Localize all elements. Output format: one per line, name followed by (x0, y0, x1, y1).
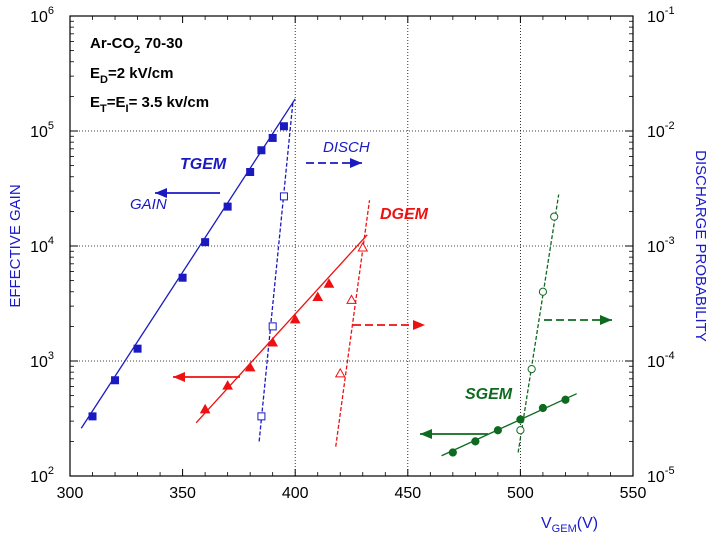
y-right-tick-label: 10-1 (647, 5, 675, 26)
y-left-tick-label: 104 (30, 235, 54, 256)
series-label-dgem: DGEM (380, 206, 429, 223)
y-axis-title-right: DISCHARGE PROBABILITY (692, 150, 709, 342)
fit-line-1 (258, 101, 294, 442)
marker-square (268, 322, 277, 331)
marker-circle (538, 287, 548, 296)
y-left-tick-label: 105 (30, 120, 54, 141)
fit-line-3 (335, 200, 371, 447)
marker-circle (538, 403, 548, 413)
marker-square (88, 412, 97, 421)
arrow-sgem-disch-head (600, 315, 612, 325)
marker-triangle (222, 380, 233, 390)
marker-triangle (289, 313, 301, 324)
marker-triangle (199, 403, 211, 414)
axis-arrows (155, 158, 612, 439)
marker-triangle (334, 367, 346, 378)
grid-lines (70, 16, 633, 476)
arrow-label-disch: DISCH (323, 139, 370, 156)
fit-line-2 (195, 234, 368, 424)
arrow-label-gain: GAIN (130, 196, 167, 213)
marker-square (279, 122, 288, 131)
arrow-tgem-disch-head (350, 158, 362, 168)
annotation-gas: Ar-CO2 70-30 (90, 35, 183, 56)
y-axis-title-left: EFFECTIVE GAIN (7, 184, 24, 307)
marker-square (201, 238, 210, 247)
marker-triangle (244, 361, 256, 372)
axis-ticks: 300 350 400 450 500 550 102 103 104 105 106 10-5 10-… (30, 5, 675, 502)
x-axis-title: VGEM(V) (541, 515, 598, 535)
arrow-sgem-gain-head (420, 429, 432, 439)
marker-triangle (267, 336, 279, 347)
marker-square (133, 344, 142, 353)
marker-square (111, 376, 120, 385)
marker-square (223, 202, 232, 211)
y-left-tick-label: 103 (30, 350, 54, 371)
marker-square (257, 412, 266, 421)
arrow-tgem-gain-head (155, 188, 167, 198)
marker-circle (516, 426, 525, 435)
y-right-tick-label: 10-2 (647, 120, 675, 141)
x-tick-label: 400 (282, 485, 309, 502)
y-left-tick-label: 106 (30, 5, 54, 26)
marker-square (268, 133, 277, 142)
marker-circle (471, 437, 480, 446)
marker-circle (561, 395, 570, 404)
arrow-dgem-disch-head (413, 320, 425, 330)
marker-square (178, 273, 187, 282)
marker-square (257, 146, 266, 155)
x-tick-label: 450 (394, 485, 421, 502)
marker-circle (527, 365, 536, 374)
marker-square (279, 192, 288, 201)
data-markers (88, 122, 570, 457)
annotation-drift-field: ED=2 kV/cm (90, 65, 173, 86)
marker-square (246, 168, 255, 177)
series-label-tgem: TGEM (180, 156, 227, 173)
marker-circle (448, 448, 457, 457)
y-left-tick-label: 102 (30, 465, 54, 486)
x-tick-label: 300 (57, 485, 84, 502)
y-right-tick-label: 10-4 (647, 350, 675, 371)
marker-triangle (357, 242, 369, 252)
marker-triangle (312, 291, 324, 302)
x-tick-label: 500 (507, 485, 534, 502)
marker-circle (493, 426, 502, 435)
y-right-tick-label: 10-3 (647, 235, 675, 256)
y-right-tick-label: 10-5 (647, 465, 675, 486)
x-tick-label: 550 (620, 485, 647, 502)
series-label-sgem: SGEM (465, 386, 513, 403)
x-tick-label: 350 (169, 485, 196, 502)
marker-triangle (346, 294, 357, 304)
marker-triangle (323, 278, 335, 288)
fit-line-4 (441, 393, 577, 457)
marker-circle (550, 212, 559, 221)
fit-line-5 (517, 194, 560, 453)
marker-circle (516, 415, 525, 424)
arrow-dgem-gain-head (173, 372, 185, 382)
annotation-transfer-field: ET=EI= 3.5 kv/cm (90, 94, 209, 115)
